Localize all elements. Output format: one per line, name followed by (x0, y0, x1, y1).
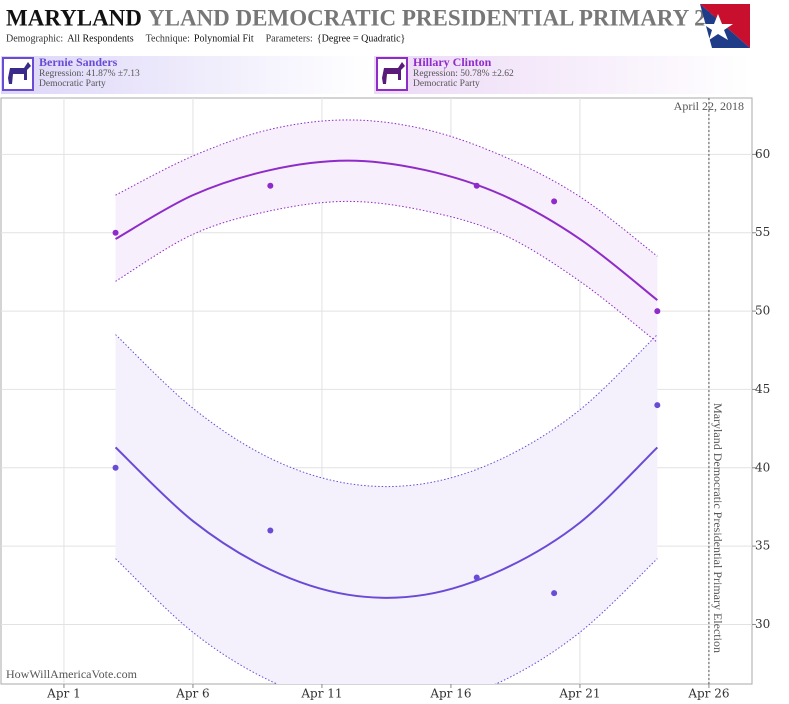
data-point (267, 182, 274, 189)
confidence-bound (115, 119, 658, 257)
y-tick-label: 50 (755, 304, 770, 318)
data-point (551, 198, 558, 205)
confidence-bound (115, 558, 658, 684)
subtitle-label: Parameters: (266, 33, 313, 44)
subtitle-label: Demographic: (6, 33, 63, 44)
y-tick-label: 30 (755, 617, 770, 631)
data-point (473, 182, 480, 189)
subtitle-value: Polynomial Fit (194, 33, 254, 44)
y-tick-label: 55 (755, 225, 770, 239)
x-tick-label: Apr 11 (300, 687, 342, 701)
legend-regression: Regression: 50.78% ±2.62 (413, 69, 514, 79)
data-point (654, 402, 661, 409)
y-tick-label: 60 (755, 147, 770, 161)
legend-name: Bernie Sanders (39, 55, 118, 69)
x-tick-label: Apr 21 (558, 687, 600, 701)
x-tick-label: Apr 16 (429, 687, 471, 701)
marks (112, 119, 661, 684)
data-point (112, 464, 119, 471)
subtitle-value: {Degree = Quadratic} (317, 33, 406, 44)
subtitle-label: Technique: (146, 33, 190, 44)
watermark: HowWillAmericaVote.com (6, 667, 138, 681)
subtitle-value: All Respondents (67, 33, 133, 44)
x-tick-label: Apr 26 (687, 687, 729, 701)
confidence-bound (115, 334, 658, 488)
data-point (551, 590, 558, 597)
date-stamp: April 22, 2018 (674, 99, 744, 113)
fit-line (115, 159, 658, 301)
legend-name: Hillary Clinton (413, 55, 492, 69)
confidence-band (115, 334, 658, 684)
legend-party: Democratic Party (39, 79, 106, 89)
y-tick-label: 35 (755, 539, 770, 553)
legend-box (374, 56, 750, 94)
logo (700, 4, 750, 48)
legend-icon (2, 57, 408, 91)
data-point (267, 527, 274, 534)
data-point (654, 308, 661, 315)
data-point (473, 574, 480, 581)
chart-title-overlay: YLAND DEMOCRATIC PRESIDENTIAL PRIMARY 20… (148, 5, 740, 30)
subtitle: Demographic: All Respondents Technique: Pol… (6, 33, 405, 44)
legend-regression: Regression: 41.87% ±7.13 (39, 69, 140, 79)
y-tick-label: 45 (755, 382, 770, 396)
x-tick-label: Apr 6 (175, 687, 210, 701)
x-tick-label: Apr 1 (46, 687, 81, 701)
y-tick-label: 40 (755, 460, 770, 474)
legend-party: Democratic Party (413, 79, 480, 89)
axes: 30 35 40 45 50 55 60 Apr 1 Apr 6 Apr 11 Apr 16 Apr … (46, 98, 770, 701)
legend-box (1, 56, 371, 94)
event-label: Maryland Democratic Presidential Primary… (711, 403, 725, 653)
data-point (112, 229, 119, 236)
fit-line (114, 446, 659, 599)
chart-title: MARYLAND (6, 5, 142, 30)
